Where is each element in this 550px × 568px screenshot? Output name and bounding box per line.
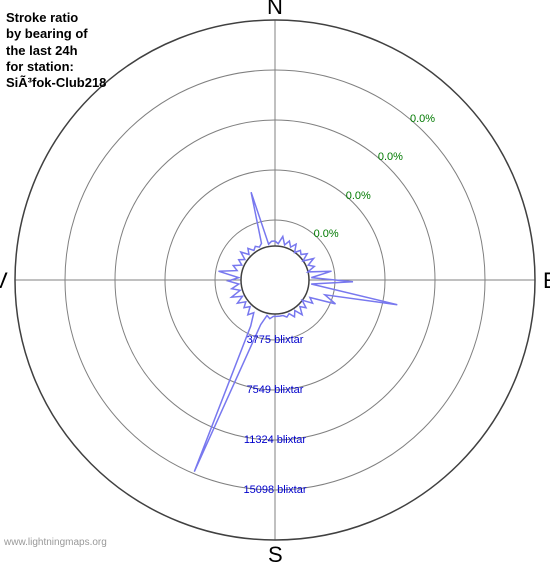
ring-pct-1: 0.0% [346, 190, 371, 202]
compass-e: E [543, 268, 550, 294]
ring-count-1: 7549 blixtar [247, 384, 304, 396]
compass-w: V [0, 268, 8, 294]
ring-pct-0: 0.0% [314, 228, 339, 240]
ring-count-3: 15098 blixtar [244, 484, 307, 496]
ring-pct-3: 0.0% [410, 113, 435, 125]
compass-s: S [268, 542, 283, 568]
footer-link: www.lightningmaps.org [4, 537, 107, 548]
compass-n: N [267, 0, 283, 20]
ring-count-0: 3775 blixtar [247, 334, 304, 346]
ring-pct-2: 0.0% [378, 151, 403, 163]
chart-title: Stroke ratio by bearing of the last 24h … [6, 10, 106, 91]
ring-count-2: 11324 blixtar [244, 434, 306, 446]
